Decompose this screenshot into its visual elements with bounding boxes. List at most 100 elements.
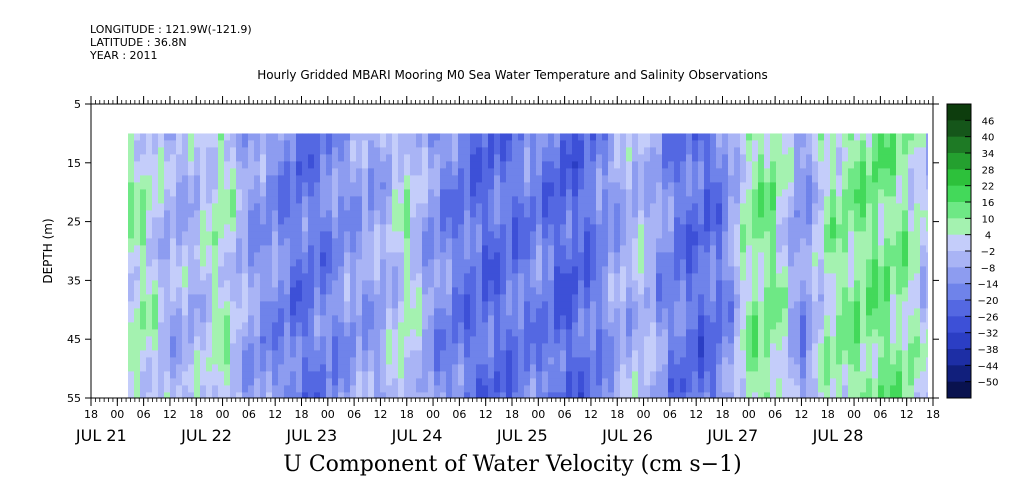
- heatmap-cell: [440, 308, 447, 316]
- heatmap-cell: [158, 336, 165, 344]
- heatmap-cell: [344, 315, 351, 323]
- heatmap-cell: [578, 252, 585, 260]
- heatmap-cell: [206, 238, 213, 246]
- heatmap-cell: [434, 371, 441, 379]
- heatmap-cell: [362, 315, 369, 323]
- heatmap-cell: [578, 371, 585, 379]
- heatmap-cell: [566, 217, 573, 225]
- heatmap-cell: [140, 161, 147, 169]
- heatmap-cell: [158, 280, 165, 288]
- heatmap-cell: [488, 231, 495, 239]
- heatmap-cell: [764, 140, 771, 148]
- heatmap-cell: [206, 189, 213, 197]
- heatmap-cell: [698, 308, 705, 316]
- heatmap-cell: [788, 364, 795, 372]
- heatmap-cell: [782, 378, 789, 386]
- heatmap-cell: [578, 350, 585, 358]
- heatmap-cell: [482, 238, 489, 246]
- heatmap-cell: [710, 385, 717, 393]
- heatmap-cell: [614, 231, 621, 239]
- heatmap-cell: [788, 266, 795, 274]
- heatmap-cell: [626, 294, 633, 302]
- heatmap-cell: [440, 182, 447, 190]
- heatmap-cell: [758, 182, 765, 190]
- heatmap-cell: [758, 224, 765, 232]
- heatmap-cell: [464, 378, 471, 386]
- heatmap-cell: [482, 294, 489, 302]
- heatmap-cell: [476, 217, 483, 225]
- heatmap-cell: [344, 329, 351, 337]
- heatmap-cell: [158, 301, 165, 309]
- heatmap-cell: [182, 140, 189, 148]
- heatmap-cell: [344, 336, 351, 344]
- heatmap-cell: [464, 273, 471, 281]
- heatmap-cell: [902, 308, 909, 316]
- heatmap-cell: [488, 329, 495, 337]
- heatmap-cell: [206, 140, 213, 148]
- heatmap-cell: [908, 217, 915, 225]
- heatmap-cell: [470, 210, 477, 218]
- heatmap-cell: [440, 252, 447, 260]
- heatmap-cell: [824, 238, 831, 246]
- heatmap-cell: [644, 154, 651, 162]
- heatmap-cell: [194, 392, 201, 398]
- heatmap-cell: [800, 357, 807, 365]
- heatmap-cell: [206, 161, 213, 169]
- heatmap-cell: [656, 182, 663, 190]
- heatmap-cell: [440, 217, 447, 225]
- heatmap-cell: [584, 224, 591, 232]
- heatmap-cell: [302, 385, 309, 393]
- heatmap-cell: [452, 147, 459, 155]
- heatmap-cell: [344, 168, 351, 176]
- heatmap-cell: [590, 154, 597, 162]
- heatmap-cell: [176, 147, 183, 155]
- heatmap-cell: [620, 294, 627, 302]
- heatmap-cell: [230, 343, 237, 351]
- heatmap-cell: [554, 147, 561, 155]
- heatmap-cell: [236, 224, 243, 232]
- heatmap-cell: [902, 189, 909, 197]
- heatmap-cell: [296, 280, 303, 288]
- heatmap-cell: [800, 189, 807, 197]
- heatmap-cell: [560, 210, 567, 218]
- heatmap-cell: [308, 245, 315, 253]
- heatmap-cell: [230, 357, 237, 365]
- heatmap-cell: [476, 147, 483, 155]
- heatmap-cell: [458, 378, 465, 386]
- heatmap-cell: [464, 259, 471, 267]
- heatmap-cell: [536, 140, 543, 148]
- heatmap-cell: [536, 378, 543, 386]
- heatmap-cell: [866, 315, 873, 323]
- heatmap-cell: [422, 189, 429, 197]
- heatmap-cell: [182, 196, 189, 204]
- heatmap-cell: [308, 273, 315, 281]
- heatmap-cell: [194, 364, 201, 372]
- heatmap-field: [128, 133, 928, 398]
- heatmap-cell: [890, 259, 897, 267]
- heatmap-cell: [326, 238, 333, 246]
- heatmap-cell: [884, 266, 891, 274]
- heatmap-cell: [506, 378, 513, 386]
- heatmap-cell: [266, 329, 273, 337]
- heatmap-cell: [884, 140, 891, 148]
- heatmap-cell: [632, 350, 639, 358]
- heatmap-cell: [578, 217, 585, 225]
- heatmap-cell: [236, 189, 243, 197]
- heatmap-cell: [770, 161, 777, 169]
- heatmap-cell: [230, 329, 237, 337]
- heatmap-cell: [638, 168, 645, 176]
- heatmap-cell: [836, 301, 843, 309]
- heatmap-cell: [536, 224, 543, 232]
- heatmap-cell: [134, 378, 141, 386]
- heatmap-cell: [860, 133, 867, 141]
- heatmap-cell: [746, 259, 753, 267]
- heatmap-cell: [866, 203, 873, 211]
- heatmap-cell: [278, 266, 285, 274]
- heatmap-cell: [152, 273, 159, 281]
- heatmap-cell: [242, 168, 249, 176]
- heatmap-cell: [842, 133, 849, 141]
- heatmap-cell: [260, 182, 267, 190]
- heatmap-cell: [518, 182, 525, 190]
- heatmap-cell: [602, 287, 609, 295]
- heatmap-cell: [302, 301, 309, 309]
